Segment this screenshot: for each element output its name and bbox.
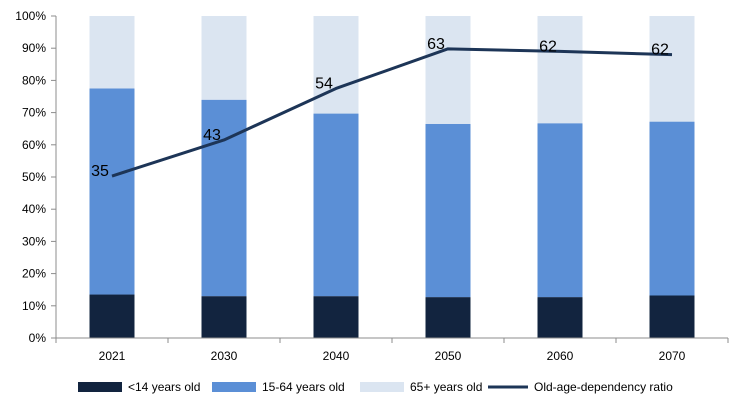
legend: <14 years old 15-64 years old 65+ years ol… xyxy=(78,380,673,394)
y-tick-label: 50% xyxy=(22,170,46,184)
y-tick-label: 100% xyxy=(15,9,46,23)
bar-2040-series-1 xyxy=(313,113,359,297)
data-label-2070: 62 xyxy=(651,42,669,59)
y-tick-label: 20% xyxy=(22,267,46,281)
legend-swatch-0 xyxy=(78,382,122,392)
bar-2060-series-1 xyxy=(537,123,583,298)
bar-2050-series-0 xyxy=(425,297,471,338)
y-tick-label: 40% xyxy=(22,202,46,216)
x-tick-label: 2070 xyxy=(659,349,686,363)
x-axis: 2021 2030 2040 2050 2060 2070 xyxy=(55,337,729,363)
data-label-2050: 63 xyxy=(427,36,445,53)
y-tick-label: 10% xyxy=(22,299,46,313)
legend-label-0: <14 years old xyxy=(128,380,200,394)
bar-2021-series-1 xyxy=(89,88,135,295)
line-series xyxy=(111,47,673,178)
legend-label-1: 15-64 years old xyxy=(262,380,345,394)
bar-2070-series-1 xyxy=(649,121,695,296)
bar-2060-series-0 xyxy=(537,297,583,338)
y-tick-label: 80% xyxy=(22,73,46,87)
x-tick-label: 2030 xyxy=(211,349,238,363)
x-tick-label: 2060 xyxy=(547,349,574,363)
bar-2021-series-2 xyxy=(89,16,135,89)
x-tick-label: 2050 xyxy=(435,349,462,363)
bar-2040-series-0 xyxy=(313,296,359,338)
bars xyxy=(89,16,695,338)
y-tick-label: 0% xyxy=(29,331,47,345)
bar-2070-series-0 xyxy=(649,295,695,338)
bar-2030-series-2 xyxy=(201,16,247,100)
y-tick-label: 90% xyxy=(22,41,46,55)
y-axis: 0% 10% 20% 30% 40% 50% 60% 70% 80% 90% 100% xyxy=(15,9,57,345)
bar-2060-series-2 xyxy=(537,16,583,124)
legend-label-3: Old-age-dependency ratio xyxy=(534,380,673,394)
bar-2021-series-0 xyxy=(89,294,135,338)
legend-label-2: 65+ years old xyxy=(410,380,482,394)
bar-2050-series-1 xyxy=(425,123,471,298)
data-label-2021: 35 xyxy=(91,163,109,180)
data-labels: 35 43 54 63 62 62 xyxy=(91,36,669,180)
x-tick-label: 2021 xyxy=(99,349,126,363)
y-tick-label: 70% xyxy=(22,106,46,120)
y-tick-label: 30% xyxy=(22,234,46,248)
y-tick-label: 60% xyxy=(22,138,46,152)
bar-2050-series-2 xyxy=(425,16,471,124)
line-old-age-dependency-ratio xyxy=(111,47,673,178)
legend-swatch-2 xyxy=(360,382,404,392)
data-label-2030: 43 xyxy=(203,127,221,144)
data-label-2060: 62 xyxy=(539,38,557,55)
bar-2070-series-2 xyxy=(649,16,695,122)
bar-2040-series-2 xyxy=(313,16,359,114)
data-label-2040: 54 xyxy=(315,75,333,92)
legend-swatch-1 xyxy=(212,382,256,392)
bar-2030-series-0 xyxy=(201,296,247,338)
x-tick-label: 2040 xyxy=(323,349,350,363)
